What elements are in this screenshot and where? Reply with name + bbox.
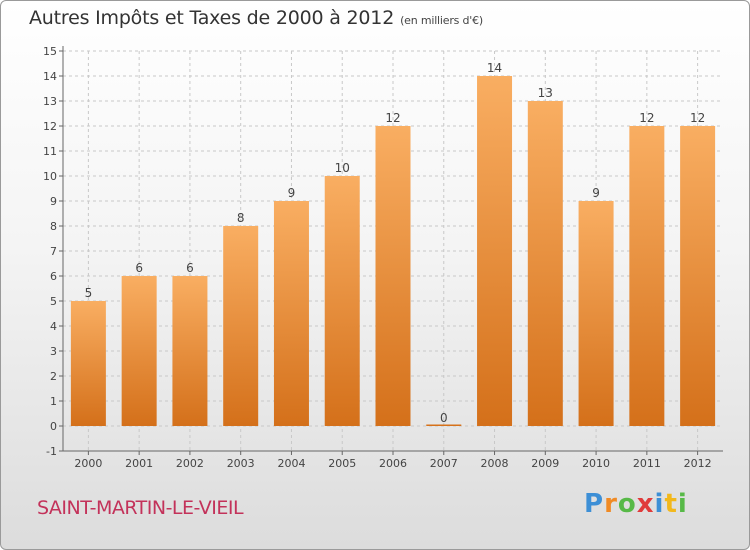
logo-letter: P	[584, 489, 605, 519]
bar	[426, 424, 462, 426]
proxiti-logo[interactable]: Proxiti	[584, 489, 688, 519]
bar	[375, 126, 411, 426]
x-tick-label: 2002	[176, 457, 204, 470]
bars	[70, 76, 716, 426]
y-tick-label: 10	[43, 170, 57, 183]
bar	[680, 126, 716, 426]
x-tick-label: 2008	[481, 457, 509, 470]
labels: 5 2000 6 2001 6 2002 8 2003 9 2004 10 2005 12 2006 0 20…	[74, 61, 711, 470]
x-tick-label: 2011	[633, 457, 661, 470]
bar-value-label: 8	[237, 211, 245, 225]
y-tick-label: 3	[50, 345, 57, 358]
x-tick-label: 2009	[531, 457, 559, 470]
y-tick-label: 5	[50, 295, 57, 308]
bar	[223, 226, 259, 426]
y-tick-label: 8	[50, 220, 57, 233]
logo-letter: t	[664, 489, 678, 519]
logo-letter: o	[617, 489, 637, 519]
bar-value-label: 14	[487, 61, 502, 75]
y-tick-label: 6	[50, 270, 57, 283]
y-tick-label: 9	[50, 195, 57, 208]
bar-value-label: 10	[335, 161, 350, 175]
y-tick-label: 2	[50, 370, 57, 383]
bar-value-label: 13	[538, 86, 553, 100]
y-tick-label: -1	[46, 445, 57, 458]
bar	[477, 76, 513, 426]
chart-title: Autres Impôts et Taxes de 2000 à 2012 (en…	[29, 7, 483, 29]
x-tick-label: 2001	[125, 457, 153, 470]
bar-value-label: 12	[690, 111, 705, 125]
x-tick-label: 2005	[328, 457, 356, 470]
chart-title-text: Autres Impôts et Taxes de 2000 à 2012	[29, 7, 395, 29]
y-tick-label: 15	[43, 45, 57, 58]
x-tick-label: 2012	[684, 457, 712, 470]
x-tick-label: 2000	[74, 457, 102, 470]
x-tick-label: 2003	[227, 457, 255, 470]
chart-subtitle: (en milliers d'€)	[400, 14, 483, 27]
bar-value-label: 9	[592, 186, 600, 200]
y-tick-label: 14	[43, 70, 57, 83]
y-tick-label: 13	[43, 95, 57, 108]
logo-letter: i	[654, 489, 665, 519]
bar	[172, 276, 208, 426]
bar	[324, 176, 360, 426]
bar	[629, 126, 665, 426]
y-tick-label: 0	[50, 420, 57, 433]
bar	[70, 301, 106, 426]
bar-value-label: 12	[639, 111, 654, 125]
bar-value-label: 12	[385, 111, 400, 125]
x-tick-label: 2006	[379, 457, 407, 470]
y-tick-label: 4	[50, 320, 57, 333]
x-tick-label: 2010	[582, 457, 610, 470]
bar-value-label: 9	[288, 186, 296, 200]
y-tick-label: 7	[50, 245, 57, 258]
bar	[273, 201, 309, 426]
commune-name: SAINT-MARTIN-LE-VIEIL	[37, 497, 244, 519]
bar-value-label: 5	[85, 286, 93, 300]
bar-value-label: 0	[440, 411, 448, 425]
logo-letter: r	[604, 489, 618, 519]
bar	[527, 101, 563, 426]
x-tick-label: 2004	[277, 457, 305, 470]
logo-letter: i	[677, 489, 688, 519]
bar	[578, 201, 614, 426]
bar-value-label: 6	[135, 261, 143, 275]
bar	[121, 276, 157, 426]
y-tick-label: 1	[50, 395, 57, 408]
bar-value-label: 6	[186, 261, 194, 275]
logo-letter: x	[636, 489, 655, 519]
y-tick-label: 11	[43, 145, 57, 158]
y-tick-label: 12	[43, 120, 57, 133]
x-tick-label: 2007	[430, 457, 458, 470]
